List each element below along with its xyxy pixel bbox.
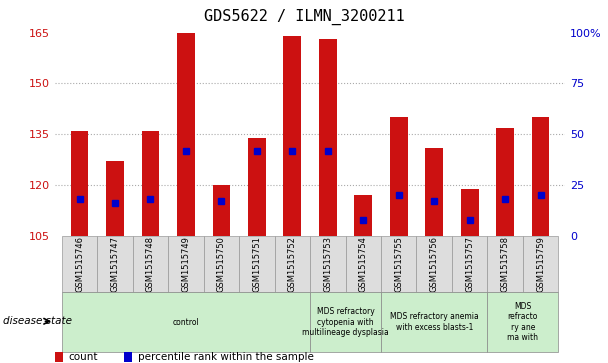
Bar bbox=[133, 236, 168, 292]
Text: GSM1515757: GSM1515757 bbox=[465, 236, 474, 292]
Bar bbox=[310, 236, 345, 292]
Text: GSM1515759: GSM1515759 bbox=[536, 236, 545, 292]
Bar bbox=[71, 131, 88, 236]
Text: GSM1515751: GSM1515751 bbox=[252, 236, 261, 292]
Bar bbox=[106, 162, 124, 236]
Bar bbox=[310, 292, 381, 352]
Bar bbox=[239, 236, 275, 292]
Bar bbox=[461, 188, 478, 236]
Bar bbox=[319, 40, 337, 236]
Bar bbox=[124, 351, 132, 362]
Bar bbox=[381, 236, 416, 292]
Text: percentile rank within the sample: percentile rank within the sample bbox=[138, 352, 314, 362]
Bar bbox=[248, 138, 266, 236]
Bar bbox=[97, 236, 133, 292]
Bar bbox=[452, 236, 488, 292]
Text: GSM1515746: GSM1515746 bbox=[75, 236, 84, 292]
Bar bbox=[532, 117, 550, 236]
Bar bbox=[381, 292, 488, 352]
Bar bbox=[345, 236, 381, 292]
Text: GSM1515753: GSM1515753 bbox=[323, 236, 333, 292]
Text: GSM1515755: GSM1515755 bbox=[394, 236, 403, 292]
Text: GSM1515758: GSM1515758 bbox=[500, 236, 510, 292]
Text: GSM1515750: GSM1515750 bbox=[217, 236, 226, 292]
Text: GSM1515749: GSM1515749 bbox=[181, 236, 190, 292]
Bar bbox=[177, 33, 195, 236]
Bar bbox=[488, 236, 523, 292]
Bar bbox=[275, 236, 310, 292]
Text: MDS refractory
cytopenia with
multilineage dysplasia: MDS refractory cytopenia with multilinea… bbox=[302, 307, 389, 337]
Bar bbox=[62, 292, 310, 352]
Bar bbox=[283, 36, 301, 236]
Bar bbox=[204, 236, 239, 292]
Text: GSM1515748: GSM1515748 bbox=[146, 236, 155, 292]
Bar bbox=[168, 236, 204, 292]
Text: GSM1515754: GSM1515754 bbox=[359, 236, 368, 292]
Bar bbox=[62, 236, 97, 292]
Text: GSM1515756: GSM1515756 bbox=[430, 236, 439, 292]
Text: disease state: disease state bbox=[3, 316, 72, 326]
Bar bbox=[416, 236, 452, 292]
Bar bbox=[213, 185, 230, 236]
Bar bbox=[496, 127, 514, 236]
Bar bbox=[142, 131, 159, 236]
Bar bbox=[55, 351, 63, 362]
Text: MDS refractory anemia
with excess blasts-1: MDS refractory anemia with excess blasts… bbox=[390, 313, 478, 332]
Bar bbox=[426, 148, 443, 236]
Bar bbox=[523, 236, 558, 292]
Text: GDS5622 / ILMN_3200211: GDS5622 / ILMN_3200211 bbox=[204, 9, 404, 25]
Text: MDS
refracto
ry ane
ma with: MDS refracto ry ane ma with bbox=[508, 302, 538, 342]
Bar bbox=[488, 292, 558, 352]
Text: control: control bbox=[173, 318, 199, 327]
Text: count: count bbox=[69, 352, 98, 362]
Bar bbox=[354, 195, 372, 236]
Text: GSM1515747: GSM1515747 bbox=[111, 236, 120, 292]
Bar bbox=[390, 117, 407, 236]
Text: GSM1515752: GSM1515752 bbox=[288, 236, 297, 292]
